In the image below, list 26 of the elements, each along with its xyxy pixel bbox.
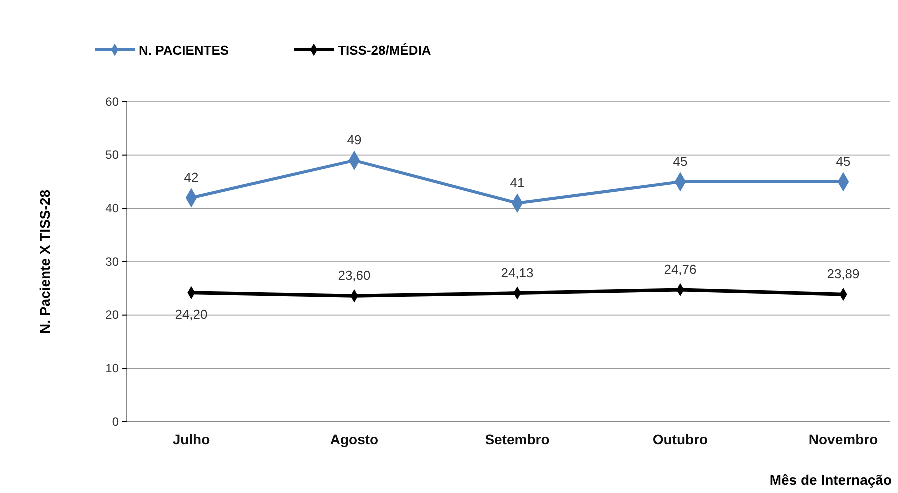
data-label: 23,89 xyxy=(827,266,860,282)
x-tick-label: Setembro xyxy=(485,432,550,448)
x-axis-title: Mês de Internação xyxy=(770,472,892,488)
data-label: 45 xyxy=(673,154,688,169)
y-axis-title: N. Paciente X TISS-28 xyxy=(37,190,53,334)
x-tick-label: Novembro xyxy=(808,432,878,448)
y-tick-label: 30 xyxy=(106,254,120,269)
data-label: 24,76 xyxy=(664,262,697,277)
y-tick-label: 20 xyxy=(106,308,120,322)
y-tick-label: 0 xyxy=(112,414,120,429)
y-tick-label: 10 xyxy=(106,362,120,376)
data-label: 24,20 xyxy=(175,306,208,322)
legend-label: TISS-28/MÉDIA xyxy=(338,43,432,58)
x-tick-label: Outubro xyxy=(652,432,708,448)
data-label: 24,13 xyxy=(501,265,534,280)
data-label: 41 xyxy=(510,175,525,190)
y-tick-label: 50 xyxy=(106,148,120,162)
data-label: 23,60 xyxy=(338,268,371,284)
x-tick-label: Julho xyxy=(172,432,210,448)
data-label: 42 xyxy=(184,170,199,185)
legend-label: N. PACIENTES xyxy=(139,43,230,58)
y-tick-label: 40 xyxy=(106,202,120,216)
x-tick-label: Agosto xyxy=(330,432,379,448)
data-label: 49 xyxy=(347,132,362,148)
data-label: 45 xyxy=(836,154,851,169)
y-tick-label: 60 xyxy=(106,94,120,109)
